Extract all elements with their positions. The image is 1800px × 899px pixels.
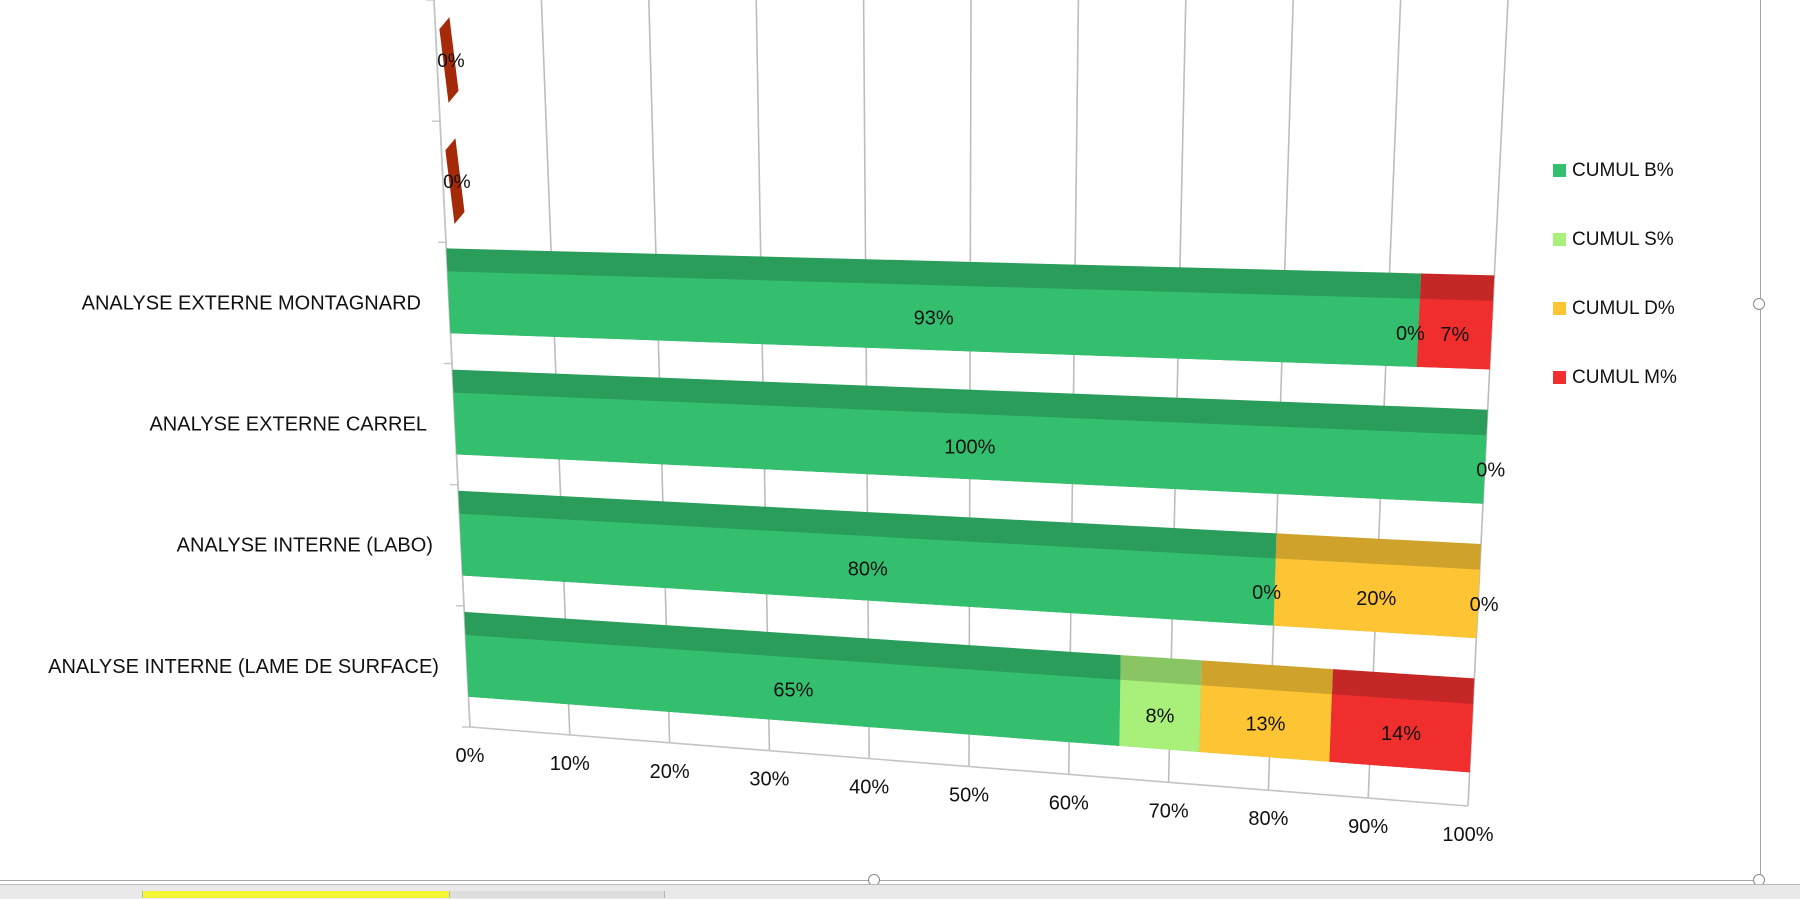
gridline [1467, 0, 1509, 807]
data-label: 0% [1396, 323, 1425, 345]
data-labels: 0% 0% 93% 0% 7% 100% 0% 80% 0% 20% 0% 65% 8% 13% 14% [437, 51, 1505, 745]
resize-handle-right[interactable] [1753, 298, 1765, 310]
x-tick-label: 10% [550, 753, 590, 775]
bar-segment [1199, 685, 1332, 762]
bar-end [1489, 275, 1495, 370]
category-label: ANALYSE INTERNE (LABO) [177, 535, 433, 557]
x-tick-label: 30% [749, 769, 789, 791]
bar-segment [459, 513, 1276, 626]
bar-segment [1273, 558, 1480, 639]
sheet-tab[interactable] [450, 891, 665, 898]
x-tick-label: 0% [456, 745, 485, 767]
legend-entry: CUMUL D% [1572, 298, 1675, 319]
data-label: 0% [1252, 582, 1281, 604]
bar-end [1469, 678, 1475, 773]
chart-frame-right [1760, 0, 1761, 880]
x-tick-label: 20% [650, 761, 690, 783]
data-label: 8% [1146, 706, 1175, 728]
category-label: ANALYSE INTERNE (LAME DE SURFACE) [48, 656, 439, 678]
category-label: ANALYSE EXTERNE MONTAGNARD [82, 292, 421, 314]
bar-end [1476, 544, 1481, 639]
data-label: 80% [848, 558, 888, 580]
legend-swatch [1553, 302, 1566, 315]
bars [439, 17, 1495, 773]
legend-swatch [1553, 371, 1566, 384]
data-label: 0% [1470, 594, 1499, 616]
data-label: 7% [1440, 324, 1469, 346]
bar-segment [1119, 679, 1201, 752]
x-axis-line [469, 726, 1469, 807]
bar-segment [1329, 694, 1474, 773]
bar-end [1483, 409, 1488, 504]
x-tick-labels: 0% 10% 20% 30% 40% 50% 60% 70% 80% 90% 100% [456, 745, 1494, 846]
category-labels: ANALYSE EXTERNE MONTAGNARD ANALYSE EXTERN… [48, 292, 439, 678]
bar-segment [447, 271, 1420, 367]
data-label: 0% [443, 172, 471, 193]
x-tick-label: 90% [1348, 816, 1388, 838]
data-label: 93% [914, 308, 954, 330]
legend-entry: CUMUL B% [1572, 160, 1674, 181]
x-tick-label: 80% [1248, 808, 1288, 830]
legend-entry: CUMUL M% [1572, 367, 1677, 388]
data-label: 0% [437, 51, 465, 72]
legend-swatch [1553, 233, 1566, 246]
x-tick-label: 60% [1049, 792, 1089, 814]
bar-segment [453, 392, 1487, 504]
x-tick-label: 40% [849, 777, 889, 799]
x-tick-label: 70% [1149, 800, 1189, 822]
sheet-tab-active[interactable] [142, 891, 450, 898]
data-label: 13% [1245, 713, 1285, 735]
data-label: 65% [773, 679, 813, 701]
legend-entry: CUMUL S% [1572, 229, 1674, 250]
bar-segment [465, 634, 1121, 746]
empty-marker [439, 17, 459, 103]
x-tick-label: 100% [1442, 824, 1493, 846]
empty-marker [445, 138, 465, 224]
bar-segment [1416, 298, 1494, 370]
data-label: 0% [1476, 459, 1505, 481]
x-tick-label: 50% [949, 785, 989, 807]
data-label: 20% [1356, 588, 1396, 610]
data-label: 100% [944, 436, 995, 458]
legend: CUMUL B% CUMUL S% CUMUL D% CUMUL M% [1553, 160, 1677, 388]
category-label: ANALYSE EXTERNE CARREL [149, 413, 427, 435]
data-label: 14% [1381, 723, 1421, 745]
chart-frame-bottom [0, 880, 1761, 881]
legend-swatch [1553, 164, 1566, 177]
